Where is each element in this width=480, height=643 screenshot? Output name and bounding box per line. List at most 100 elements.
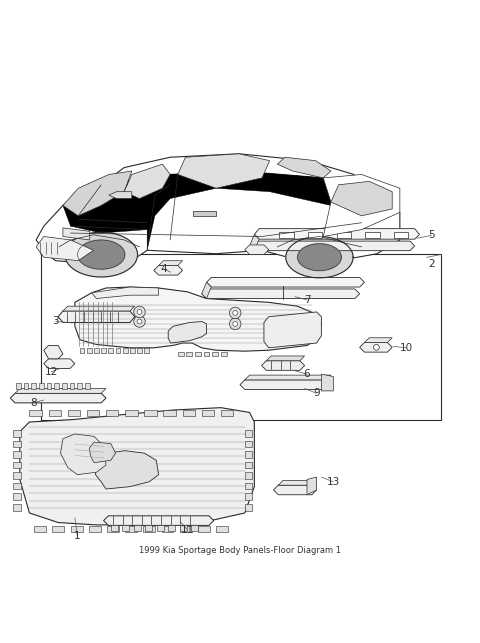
Bar bbox=[394, 232, 408, 238]
Polygon shape bbox=[245, 375, 331, 380]
Polygon shape bbox=[298, 244, 341, 271]
Polygon shape bbox=[15, 388, 106, 394]
Bar bbox=[279, 232, 294, 238]
Text: 6: 6 bbox=[304, 369, 310, 379]
Polygon shape bbox=[245, 462, 252, 469]
Polygon shape bbox=[144, 527, 156, 532]
Polygon shape bbox=[262, 361, 305, 370]
Polygon shape bbox=[158, 260, 182, 266]
Polygon shape bbox=[186, 352, 192, 356]
Polygon shape bbox=[193, 211, 216, 216]
Polygon shape bbox=[29, 410, 42, 416]
Polygon shape bbox=[178, 352, 183, 356]
Polygon shape bbox=[245, 483, 252, 489]
Circle shape bbox=[134, 316, 145, 327]
Polygon shape bbox=[92, 287, 158, 298]
Text: 1999 Kia Sportage Body Panels-Floor Diagram 1: 1999 Kia Sportage Body Panels-Floor Diag… bbox=[139, 546, 341, 555]
Polygon shape bbox=[12, 483, 21, 489]
Polygon shape bbox=[240, 380, 331, 390]
Polygon shape bbox=[78, 240, 125, 269]
Polygon shape bbox=[278, 480, 317, 485]
Text: 4: 4 bbox=[160, 264, 167, 274]
Text: 13: 13 bbox=[327, 477, 340, 487]
Polygon shape bbox=[134, 525, 141, 531]
Polygon shape bbox=[47, 383, 51, 388]
Polygon shape bbox=[266, 356, 305, 361]
Polygon shape bbox=[323, 174, 400, 237]
Polygon shape bbox=[202, 282, 211, 298]
Polygon shape bbox=[24, 383, 28, 388]
Polygon shape bbox=[144, 348, 149, 352]
Polygon shape bbox=[130, 348, 135, 352]
Circle shape bbox=[373, 345, 379, 350]
Text: 8: 8 bbox=[30, 398, 36, 408]
Polygon shape bbox=[85, 383, 90, 388]
Bar bbox=[308, 232, 323, 238]
Polygon shape bbox=[52, 527, 64, 532]
Polygon shape bbox=[111, 525, 118, 531]
Polygon shape bbox=[70, 383, 74, 388]
Polygon shape bbox=[212, 352, 218, 356]
Polygon shape bbox=[44, 345, 63, 359]
Text: 12: 12 bbox=[44, 367, 58, 377]
Polygon shape bbox=[307, 477, 317, 494]
Bar bbox=[41, 255, 441, 420]
Polygon shape bbox=[77, 383, 82, 388]
Bar bbox=[336, 232, 351, 238]
Polygon shape bbox=[204, 352, 209, 356]
Polygon shape bbox=[245, 430, 252, 437]
Polygon shape bbox=[202, 410, 214, 416]
Polygon shape bbox=[68, 410, 80, 416]
Polygon shape bbox=[180, 525, 187, 531]
Polygon shape bbox=[125, 527, 137, 532]
Polygon shape bbox=[12, 451, 21, 458]
Polygon shape bbox=[191, 525, 198, 531]
Polygon shape bbox=[137, 348, 142, 352]
Polygon shape bbox=[202, 289, 360, 298]
Polygon shape bbox=[286, 237, 353, 278]
Polygon shape bbox=[12, 504, 21, 511]
Polygon shape bbox=[245, 451, 252, 458]
Polygon shape bbox=[245, 245, 269, 255]
Circle shape bbox=[137, 309, 142, 314]
Polygon shape bbox=[145, 525, 153, 531]
Circle shape bbox=[233, 322, 238, 326]
Polygon shape bbox=[44, 359, 75, 368]
Polygon shape bbox=[89, 442, 116, 463]
Polygon shape bbox=[12, 462, 21, 469]
Polygon shape bbox=[106, 410, 119, 416]
Polygon shape bbox=[109, 192, 132, 199]
Circle shape bbox=[229, 318, 241, 330]
Polygon shape bbox=[34, 527, 46, 532]
Polygon shape bbox=[63, 228, 90, 240]
Polygon shape bbox=[364, 338, 392, 343]
Text: 5: 5 bbox=[428, 230, 435, 240]
Text: 3: 3 bbox=[52, 316, 59, 327]
Polygon shape bbox=[221, 410, 233, 416]
Polygon shape bbox=[274, 485, 317, 494]
Text: 1: 1 bbox=[74, 531, 81, 541]
Polygon shape bbox=[63, 171, 132, 216]
Polygon shape bbox=[245, 504, 252, 511]
Polygon shape bbox=[87, 410, 99, 416]
Polygon shape bbox=[96, 451, 158, 489]
Polygon shape bbox=[104, 516, 214, 525]
Polygon shape bbox=[12, 440, 21, 448]
Polygon shape bbox=[250, 241, 415, 251]
Polygon shape bbox=[116, 348, 120, 352]
Polygon shape bbox=[195, 352, 201, 356]
Polygon shape bbox=[108, 348, 113, 352]
Polygon shape bbox=[180, 527, 192, 532]
Polygon shape bbox=[12, 493, 21, 500]
Polygon shape bbox=[163, 410, 176, 416]
Polygon shape bbox=[60, 434, 106, 475]
Circle shape bbox=[134, 306, 145, 318]
Polygon shape bbox=[216, 527, 228, 532]
Polygon shape bbox=[123, 348, 128, 352]
Polygon shape bbox=[36, 171, 400, 264]
Polygon shape bbox=[75, 287, 322, 351]
Polygon shape bbox=[245, 472, 252, 479]
Polygon shape bbox=[245, 440, 252, 448]
Text: 9: 9 bbox=[313, 388, 320, 398]
Polygon shape bbox=[322, 374, 333, 391]
